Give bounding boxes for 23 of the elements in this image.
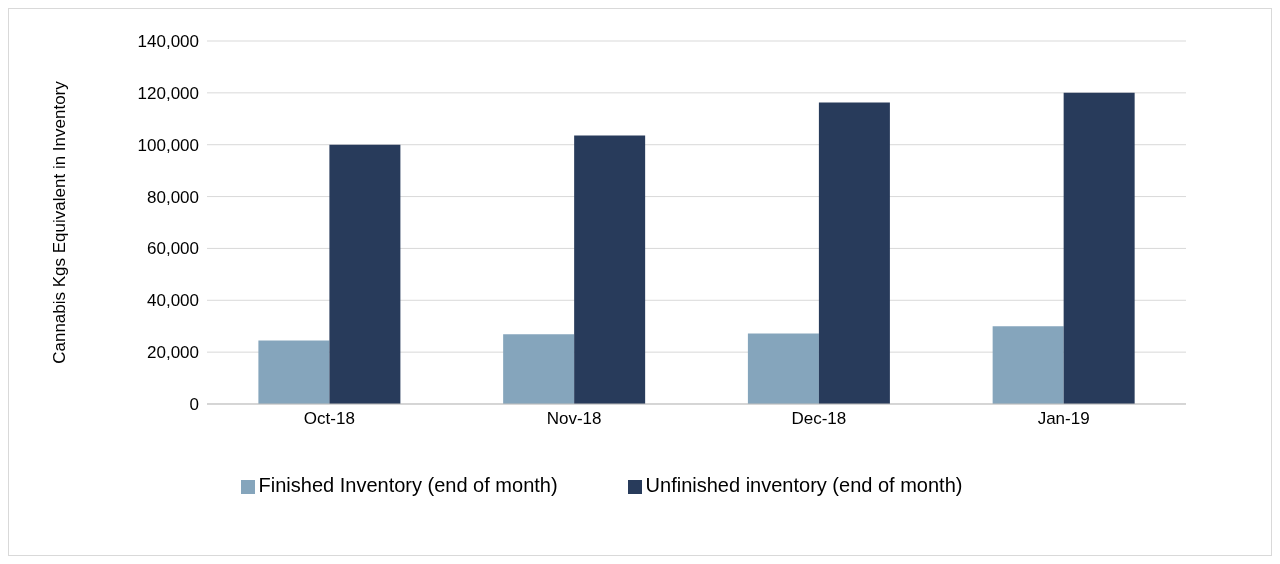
legend-label: Unfinished inventory (end of month) [645,474,963,496]
bar [503,334,575,404]
y-tick-label: 60,000 [147,239,199,259]
bar [992,326,1064,404]
y-tick-label: 100,000 [137,135,199,155]
x-tick-label: Oct-18 [303,409,355,429]
x-tick-label: Nov-18 [546,409,602,429]
y-tick-label: 140,000 [137,32,199,52]
y-tick-label: 40,000 [147,291,199,311]
bar [818,102,890,404]
y-tick-label: 0 [189,395,199,415]
y-tick-label: 80,000 [147,187,199,207]
y-tick-label: 120,000 [137,83,199,103]
bar [574,135,646,404]
y-tick-label: 20,000 [147,343,199,363]
x-tick-label: Jan-19 [1037,409,1090,429]
bar [1063,92,1135,404]
legend-label: Finished Inventory (end of month) [258,474,558,496]
y-axis-title: Cannabis Kgs Equivalent in Inventory [50,80,70,364]
bar [329,144,401,404]
bar [258,340,330,404]
bar [747,333,819,404]
x-tick-label: Dec-18 [791,409,847,429]
